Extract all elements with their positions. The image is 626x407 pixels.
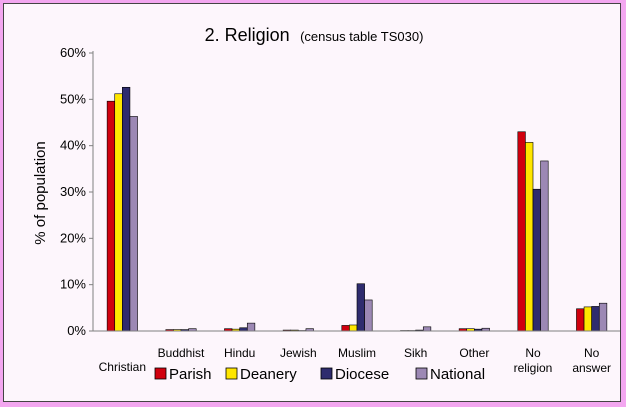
x-category-label: Hindu [224, 346, 255, 360]
chart-title: 2. Religion (census table TS030) [205, 25, 424, 45]
bar-diocese-christian [122, 86, 131, 332]
legend-label-diocese: Diocese [335, 366, 389, 383]
legend-label-national: National [430, 366, 485, 383]
y-tick-label: 10% [60, 277, 86, 292]
legend-label-deanery: Deanery [240, 366, 297, 383]
bar-national-no-answer [598, 302, 608, 332]
x-category-label: religion [514, 361, 553, 375]
y-tick-label: 30% [60, 184, 86, 199]
y-axis-label: % of population [32, 141, 49, 244]
x-category-label: No [584, 346, 600, 360]
x-category-label: Christian [99, 360, 146, 374]
y-tick-label: 40% [60, 138, 86, 153]
axes [92, 51, 620, 332]
y-tick-label: 0% [67, 323, 86, 338]
bar-diocese-no-religion [532, 188, 541, 332]
x-category-label: Other [459, 346, 489, 360]
bar-deanery-muslim [349, 324, 358, 332]
x-category-label: Sikh [404, 346, 427, 360]
x-category-label: Muslim [338, 346, 376, 360]
bars [106, 86, 608, 332]
bar-national-sikh [422, 326, 432, 332]
bar-national-muslim [364, 299, 373, 332]
bar-national-no-religion [540, 160, 549, 332]
y-axis-ticks: 0% 10% 20% 30% 40% 50% 60% [60, 45, 93, 338]
legend-swatch-parish [154, 367, 167, 380]
bar-parish-christian [106, 100, 116, 332]
legend-label-parish: Parish [169, 366, 212, 383]
legend-swatch-national [415, 367, 428, 380]
chart-subtitle: (census table TS030) [300, 29, 423, 44]
legend-swatch-deanery [225, 367, 238, 380]
y-tick-label: 60% [60, 45, 86, 60]
x-category-label: No [525, 346, 541, 360]
bar-national-christian [129, 116, 138, 332]
bar-diocese-muslim [356, 283, 365, 332]
bar-parish-no-religion [517, 131, 526, 332]
x-category-label: Buddhist [158, 346, 205, 360]
bar-deanery-no-answer [583, 306, 592, 332]
religion-chart: 2. Religion (census table TS030) % of po… [32, 25, 620, 383]
y-tick-label: 50% [60, 91, 86, 106]
bar-deanery-no-religion [525, 142, 534, 332]
legend-swatch-diocese [320, 367, 333, 380]
bar-parish-no-answer [576, 308, 585, 332]
x-axis-labels: Christian Buddhist Hindu Jewish Muslim Sikh Ot… [99, 346, 611, 375]
x-category-label: Jewish [280, 346, 317, 360]
bar-national-hindu [246, 322, 256, 332]
x-category-label: answer [572, 361, 611, 375]
bar-diocese-no-answer [591, 306, 600, 332]
chart-title-main: 2. Religion [205, 25, 290, 45]
bar-deanery-christian [114, 93, 123, 332]
bar-parish-muslim [341, 325, 350, 332]
y-tick-label: 20% [60, 230, 86, 245]
chart-frame: 2. Religion (census table TS030) % of po… [3, 3, 621, 402]
legend: Parish Deanery Diocese National [154, 366, 485, 383]
